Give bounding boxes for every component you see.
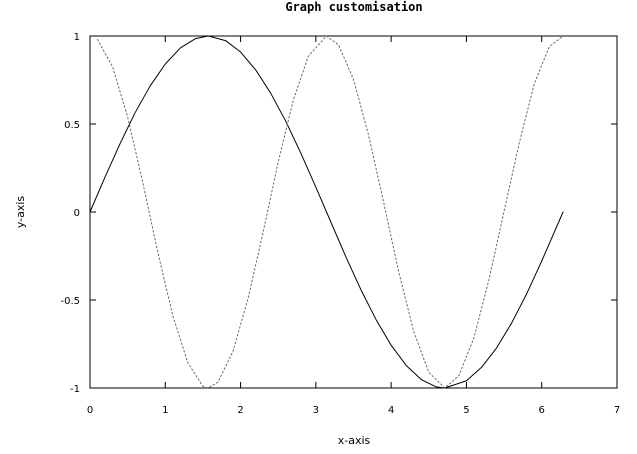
series-line-solid [89, 35, 564, 389]
y-tick-label: -1 [70, 384, 80, 395]
y-tick-label: 0.5 [64, 120, 80, 131]
x-tick-label: 6 [539, 405, 545, 416]
x-tick-label-group: 0 1 2 3 4 5 6 7 [87, 405, 620, 416]
x-tick-label: 7 [614, 405, 620, 416]
chart-title: Graph customisation [285, 0, 422, 14]
x-tick-label: 2 [237, 405, 243, 416]
x-tick-label: 1 [162, 405, 168, 416]
y-tick-label: 1 [74, 32, 80, 43]
plot-frame [89, 35, 618, 389]
x-tick-label: 5 [463, 405, 469, 416]
y-tick-group [90, 35, 617, 389]
x-tick-label: 3 [313, 405, 319, 416]
y-tick-label-group: 1 0.5 0 -0.5 -1 [60, 32, 80, 395]
x-axis-label: x-axis [338, 434, 371, 447]
y-tick-label: -0.5 [60, 296, 80, 307]
y-axis-label: y-axis [14, 196, 27, 229]
y-tick-label: 0 [74, 208, 80, 219]
series-line-dotted [97, 35, 564, 389]
x-tick-label: 4 [388, 405, 394, 416]
x-tick-label: 0 [87, 405, 93, 416]
series-layer [89, 35, 564, 389]
x-tick-group [89, 36, 618, 388]
